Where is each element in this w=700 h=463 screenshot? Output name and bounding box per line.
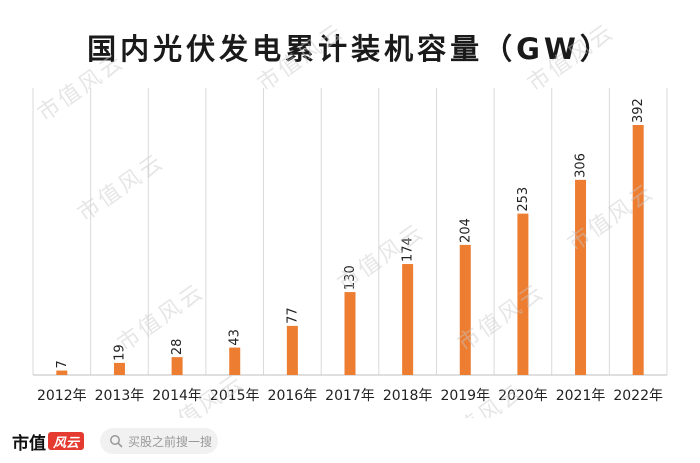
brand-logo[interactable]: 市值 风云 <box>12 430 84 454</box>
bar-2013年 <box>113 362 125 375</box>
chart-title: 国内光伏发电累计装机容量（GW） <box>87 32 613 66</box>
x-tick-label: 2016年 <box>268 388 318 404</box>
data-label-2012年: 7 <box>55 360 70 368</box>
search-icon <box>110 435 123 448</box>
x-tick-label: 2014年 <box>152 388 202 404</box>
data-label-2015年: 43 <box>228 329 243 346</box>
brand-text: 市值 <box>12 433 46 454</box>
footer-bar: 市值 风云 买股之前搜一搜 <box>0 418 700 463</box>
bar-2019年 <box>459 244 471 375</box>
x-tick-label: 2019年 <box>440 388 490 404</box>
x-tick-label: 2013年 <box>95 388 145 404</box>
data-label-2022年: 392 <box>631 98 646 123</box>
bar-2020年 <box>517 213 529 375</box>
data-label-2014年: 28 <box>170 339 185 356</box>
x-tick-label: 2015年 <box>210 388 260 404</box>
bar-2022年 <box>632 125 644 375</box>
bar-2018年 <box>402 264 414 375</box>
brand-mark: 风云 <box>48 432 84 451</box>
data-label-2017年: 130 <box>343 265 358 290</box>
x-tick-label: 2012年 <box>37 388 87 404</box>
data-label-2020年: 253 <box>516 187 531 212</box>
x-tick-label: 2017年 <box>325 388 375 404</box>
data-label-2013年: 19 <box>112 344 127 361</box>
data-label-2019年: 204 <box>458 218 473 243</box>
x-tick-label: 2021年 <box>556 388 606 404</box>
bar-2017年 <box>344 292 356 375</box>
bar-2016年 <box>286 325 298 375</box>
bar-2014年 <box>171 357 183 375</box>
data-label-2018年: 174 <box>401 237 416 262</box>
search-placeholder: 买股之前搜一搜 <box>128 434 213 449</box>
x-tick-label: 2020年 <box>498 388 548 404</box>
bar-2015年 <box>229 347 241 375</box>
bar-2021年 <box>575 179 587 375</box>
x-tick-label: 2018年 <box>383 388 433 404</box>
search-box[interactable]: 买股之前搜一搜 <box>100 428 218 454</box>
data-label-2021年: 306 <box>574 153 589 178</box>
bar-chart: 7 2012年 19 2013年 28 2014年 43 2015年 77 2016年 130 201… <box>32 88 668 404</box>
bar-2012年 <box>56 370 68 375</box>
x-tick-label: 2022年 <box>613 388 663 404</box>
data-label-2016年: 77 <box>285 307 300 324</box>
